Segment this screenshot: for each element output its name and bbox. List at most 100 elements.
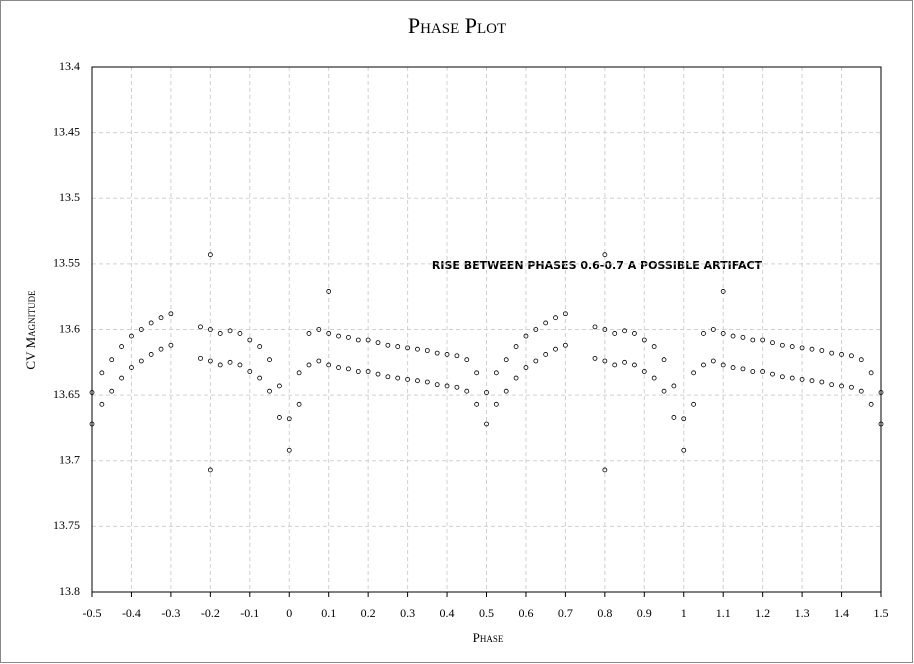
point [385,342,391,348]
point [740,334,746,340]
point [296,401,302,407]
point [760,337,766,343]
point [829,382,835,388]
y-tick-label: 13.6 [59,321,80,335]
point [602,358,608,364]
point [168,311,174,317]
point [227,328,233,334]
point [710,327,716,332]
x-tick-label: -0.4 [122,606,141,620]
point [207,358,213,364]
point [770,371,775,377]
point [375,371,381,377]
point [651,375,657,381]
point [247,369,253,374]
point [671,383,677,389]
point [799,345,805,351]
y-tick-label: 13.75 [53,518,80,532]
point [138,358,144,364]
point [789,344,795,349]
x-tick-label: 0.2 [361,606,376,620]
point [336,333,341,339]
x-tick-label: 1.4 [834,606,849,620]
point [641,369,647,374]
point [237,331,243,336]
point [849,353,854,359]
x-tick-label: 1 [681,606,687,620]
point [691,401,697,407]
point [720,362,726,368]
point [779,342,785,348]
point [89,390,95,395]
x-tick-label: 0.7 [558,606,573,620]
point [533,358,539,364]
point [730,333,736,339]
point [622,328,627,334]
point [661,388,667,394]
point [267,388,272,394]
point [523,365,529,370]
point [385,374,391,380]
point [543,352,549,357]
point [276,415,282,420]
point [503,388,509,394]
x-tick-label: 0.6 [518,606,533,620]
point [543,320,549,326]
point [148,320,154,326]
point [286,447,292,453]
point [829,350,835,356]
point [109,357,115,363]
point [809,346,815,352]
point [375,340,381,346]
x-tick-label: 1.2 [755,606,770,620]
point [326,362,332,368]
point [316,327,322,332]
point [217,362,223,368]
point [346,366,351,372]
point [878,421,884,427]
point [484,421,489,427]
point [415,378,420,384]
point [493,370,499,376]
point [602,467,608,473]
point [799,376,805,382]
point [878,390,884,395]
point [276,383,282,389]
point [424,348,430,353]
chart-title: Phase Plot [408,13,506,38]
point [207,252,213,258]
point [858,388,864,394]
x-tick-label: 0 [286,606,292,620]
point [444,352,450,357]
point [750,337,756,343]
point [227,359,233,365]
point [306,331,312,336]
point [563,311,568,317]
x-tick-label: 0.3 [400,606,415,620]
point [267,357,272,363]
point [868,370,874,376]
point [622,359,627,365]
point [513,375,519,381]
point [148,352,154,357]
point [681,447,687,453]
point [533,327,539,332]
point [316,358,322,364]
x-tick-label: -0.3 [161,606,180,620]
point [217,331,223,336]
point [563,342,568,348]
point [661,357,667,363]
point [247,337,253,343]
point [710,358,716,364]
point [365,369,371,374]
point [198,324,203,330]
y-tick-label: 13.55 [53,256,80,270]
point [513,344,519,349]
point [809,378,815,384]
point [868,401,874,407]
point [612,331,618,336]
point [237,362,243,368]
point [701,331,706,336]
